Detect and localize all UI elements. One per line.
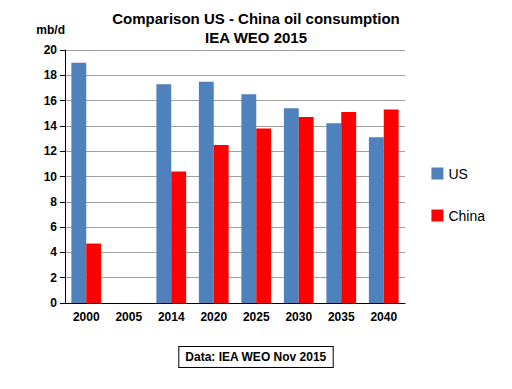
svg-text:8: 8	[50, 195, 57, 209]
svg-text:10: 10	[44, 170, 58, 184]
svg-text:Comparison US - China oil cons: Comparison US - China oil consumption	[112, 10, 400, 27]
svg-text:mb/d: mb/d	[36, 23, 65, 37]
svg-text:2: 2	[50, 271, 57, 285]
svg-text:US: US	[448, 166, 467, 182]
svg-text:Data: IEA WEO Nov 2015: Data: IEA WEO Nov 2015	[185, 350, 326, 364]
svg-text:6: 6	[50, 220, 57, 234]
svg-text:China: China	[448, 208, 485, 224]
svg-text:14: 14	[44, 119, 58, 133]
svg-text:2025: 2025	[243, 310, 270, 324]
svg-text:18: 18	[44, 68, 58, 82]
svg-text:2005: 2005	[115, 310, 142, 324]
svg-text:16: 16	[44, 94, 58, 108]
svg-text:2040: 2040	[370, 310, 397, 324]
svg-text:4: 4	[50, 245, 57, 259]
svg-text:12: 12	[44, 144, 58, 158]
svg-text:2000: 2000	[73, 310, 100, 324]
svg-text:0: 0	[50, 296, 57, 310]
svg-text:2014: 2014	[158, 310, 185, 324]
svg-text:20: 20	[44, 43, 58, 57]
svg-text:2035: 2035	[328, 310, 355, 324]
svg-text:2020: 2020	[200, 310, 227, 324]
svg-text:2030: 2030	[285, 310, 312, 324]
svg-text:IEA WEO 2015: IEA WEO 2015	[205, 29, 307, 46]
